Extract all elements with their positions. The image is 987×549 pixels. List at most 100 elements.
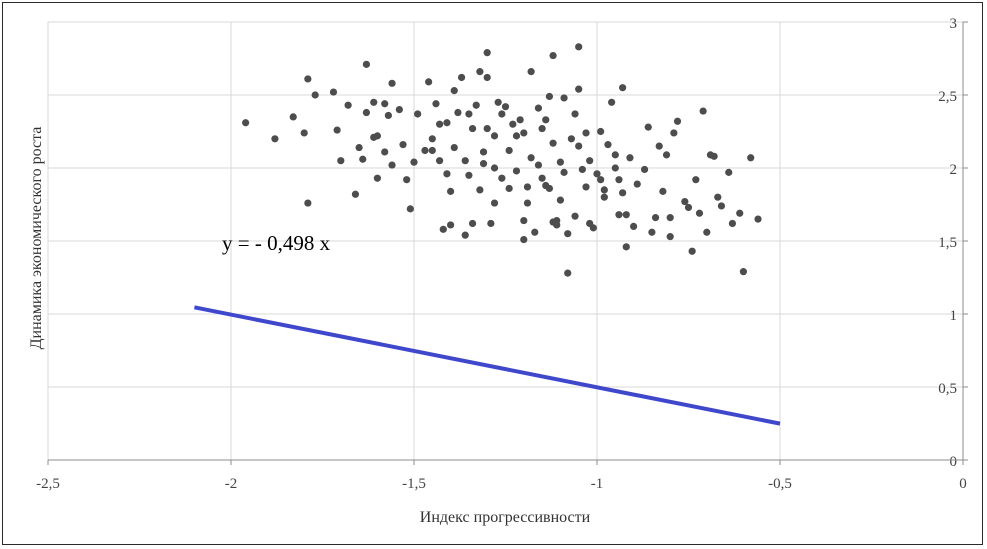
data-point xyxy=(520,129,528,137)
data-point xyxy=(498,174,506,182)
data-point xyxy=(498,110,506,118)
data-point xyxy=(622,211,630,219)
data-point xyxy=(373,174,381,182)
data-point xyxy=(432,100,440,108)
data-point xyxy=(373,132,381,140)
data-point xyxy=(630,222,638,230)
data-point xyxy=(472,101,480,109)
data-point xyxy=(512,167,521,175)
data-point xyxy=(436,157,444,165)
data-point xyxy=(425,78,433,86)
x-tick-label: -0,5 xyxy=(768,476,792,492)
data-point xyxy=(359,155,367,163)
y-tick-label: 2,5 xyxy=(938,89,957,105)
data-point xyxy=(534,104,543,112)
y-tick-label: 1,5 xyxy=(938,235,957,251)
data-point xyxy=(527,68,535,76)
data-point xyxy=(520,235,528,244)
data-points xyxy=(242,43,762,277)
data-point xyxy=(395,106,403,114)
x-tick-label: -2 xyxy=(225,476,238,492)
data-point xyxy=(553,216,561,225)
data-point xyxy=(571,212,579,220)
data-point xyxy=(447,187,455,195)
y-tick-label: 0,5 xyxy=(938,381,957,397)
data-point xyxy=(545,92,554,101)
data-point xyxy=(355,143,363,152)
data-point xyxy=(465,171,473,179)
data-point xyxy=(673,117,682,125)
data-point xyxy=(421,146,429,155)
data-point xyxy=(333,126,341,134)
data-point xyxy=(560,94,568,102)
data-point xyxy=(520,216,528,225)
data-point xyxy=(597,127,605,136)
x-tick-label: -1 xyxy=(591,476,604,492)
data-point xyxy=(648,228,656,236)
data-point xyxy=(688,247,696,255)
data-point xyxy=(736,209,744,217)
data-point xyxy=(710,152,718,160)
data-point xyxy=(468,219,477,228)
data-point xyxy=(403,176,411,184)
data-point xyxy=(564,230,572,238)
data-point xyxy=(311,91,319,99)
data-point xyxy=(728,219,737,228)
data-point xyxy=(556,158,565,166)
trendline-group xyxy=(194,305,781,426)
data-point xyxy=(468,124,477,133)
data-point xyxy=(370,98,378,106)
data-point xyxy=(479,160,488,168)
data-point xyxy=(505,184,513,193)
data-point xyxy=(692,176,700,184)
data-point xyxy=(487,219,495,228)
data-point xyxy=(655,142,663,150)
data-point xyxy=(406,205,414,213)
data-point xyxy=(582,183,590,191)
data-point xyxy=(575,142,583,150)
data-point xyxy=(703,228,711,236)
data-point xyxy=(479,148,488,156)
data-point xyxy=(362,60,371,68)
y-axis-title: Динамика экономического роста xyxy=(28,127,45,350)
data-point xyxy=(593,170,601,178)
data-point xyxy=(600,186,608,194)
data-point xyxy=(534,161,543,169)
data-point xyxy=(611,151,619,159)
data-point xyxy=(695,209,704,217)
data-point xyxy=(454,108,462,117)
data-point xyxy=(523,183,532,191)
data-point xyxy=(571,110,579,118)
data-point xyxy=(662,151,671,159)
data-point xyxy=(428,146,436,155)
x-axis-title: Индекс прогрессивности xyxy=(420,509,591,526)
data-point xyxy=(443,170,451,178)
data-point xyxy=(494,98,502,106)
data-point xyxy=(717,202,726,210)
data-point xyxy=(666,214,674,222)
data-point xyxy=(604,141,612,149)
data-point xyxy=(670,129,678,137)
x-tick-label: -1,5 xyxy=(402,476,426,492)
data-point xyxy=(747,154,755,162)
data-point xyxy=(659,187,667,195)
data-point xyxy=(538,124,546,133)
data-point xyxy=(600,193,608,201)
data-point xyxy=(362,108,371,117)
y-tick-label: 3 xyxy=(950,16,958,32)
data-point xyxy=(586,157,594,165)
data-point xyxy=(619,84,627,92)
data-point xyxy=(439,225,447,233)
axes: -2,5 -2 -1,5 -1 -0,5 00 0,5 1 1,5 2 2,5 3 xyxy=(36,16,968,492)
data-point xyxy=(739,268,748,276)
y-tick-label: 2 xyxy=(950,162,958,178)
data-point xyxy=(457,73,466,82)
data-point xyxy=(608,98,616,106)
data-point xyxy=(505,146,513,155)
data-point xyxy=(300,129,308,137)
data-point xyxy=(549,139,557,147)
data-point xyxy=(483,49,491,57)
data-point xyxy=(483,73,491,82)
data-point xyxy=(578,165,586,174)
data-point xyxy=(622,243,630,251)
